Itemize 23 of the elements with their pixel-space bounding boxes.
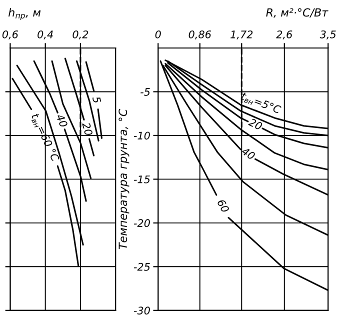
x-tick-label: 0,4 [38,30,53,40]
x-tick-label: 0 [155,30,161,38]
text: 20 [248,118,263,130]
x-tick-label: 0,6 [2,30,18,40]
y-tick-label: -25 [134,262,150,271]
text: 60 [216,198,230,214]
y-tick-label: -30 [134,306,150,315]
x-axis-title: h$_{пр}$, м [8,8,41,20]
x-tick-label: 0,86 [188,30,212,40]
y-axis-title: Температура грунта, °C [118,108,130,250]
x-tick-label: 1,72 [230,30,253,40]
text: 20 [82,122,93,136]
x-axis-title: R, м²·°C/Вт [266,8,328,18]
text: 40 [240,146,256,160]
y-tick-label: -15 [134,176,150,184]
x-tick-label: 3,5 [320,30,336,40]
text: 5 [92,96,102,104]
text: 40 [56,113,68,128]
x-tick-label: 0,2 [72,30,88,40]
y-tick-label: -5 [140,88,150,96]
x-tick-label: 2,6 [276,30,292,40]
y-tick-label: -10 [134,132,150,140]
y-tick-label: -20 [134,219,150,228]
